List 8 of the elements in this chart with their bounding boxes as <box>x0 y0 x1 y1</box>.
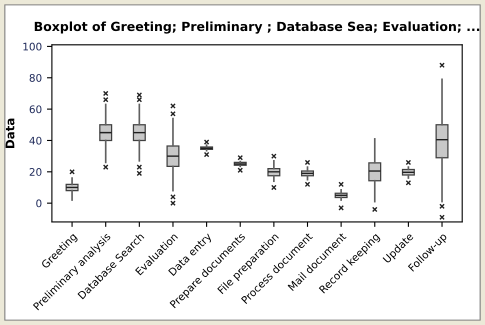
y-tick-label: 40 <box>29 136 42 145</box>
y-axis-title: Data <box>6 118 14 148</box>
y-tick-label: 60 <box>30 105 42 114</box>
y-tick-label: 20 <box>30 168 42 176</box>
y-tick-label: 80 <box>30 74 42 82</box>
chart-title: Boxplot of Greeting; Preliminary ; Database Sea; Evaluation; ... <box>34 21 480 34</box>
y-tick-label: 100 <box>23 42 42 51</box>
y-tick-label: 0 <box>36 199 42 208</box>
